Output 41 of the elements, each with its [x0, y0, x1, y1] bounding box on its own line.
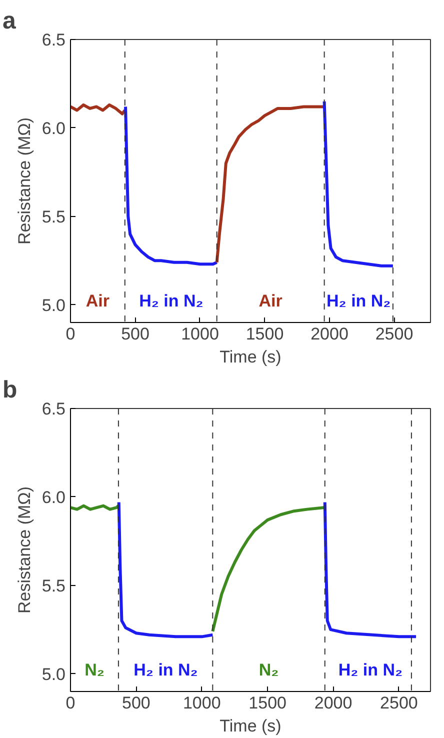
x-tick-label: 2000: [310, 324, 348, 344]
line-series: [70, 103, 126, 116]
chart-title: a: [2, 8, 16, 34]
x-tick-label: 1500: [248, 694, 286, 712]
y-tick-label: 5.5: [42, 576, 66, 596]
x-tick-label: 2000: [314, 694, 352, 712]
y-tick-label: 6.0: [42, 488, 66, 507]
y-tick-label: 5.0: [42, 296, 66, 315]
x-tick-label: 500: [121, 324, 150, 344]
x-tick-label: 500: [122, 694, 150, 712]
y-tick-label: 6.0: [42, 118, 66, 138]
x-axis-title: Time (s): [220, 348, 282, 366]
y-tick-label: 6.5: [42, 30, 66, 50]
annotation: N₂: [258, 660, 279, 680]
y-axis-title: Resistance (MΩ): [14, 486, 34, 614]
x-tick-label: 0: [66, 324, 76, 344]
line-series: [124, 105, 218, 266]
annotation: H₂ in N₂: [338, 660, 403, 680]
line-series: [323, 500, 418, 638]
x-tick-label: 0: [66, 694, 76, 712]
line-series: [215, 105, 326, 264]
line-series: [117, 500, 214, 638]
x-axis-title: Time (s): [220, 716, 282, 736]
y-tick-label: 5.0: [42, 664, 66, 684]
annotation: H₂ in N₂: [326, 292, 391, 310]
y-tick-label: 5.5: [42, 207, 66, 226]
annotation: N₂: [84, 660, 104, 680]
annotation: Air: [258, 292, 283, 310]
annotation: H₂ in N₂: [134, 660, 198, 680]
x-tick-label: 2500: [380, 694, 418, 712]
chart-title: b: [2, 376, 18, 404]
x-tick-label: 2500: [375, 324, 414, 344]
line-series: [322, 100, 394, 268]
annotation: H₂ in N₂: [139, 292, 204, 310]
x-tick-label: 1000: [181, 324, 219, 344]
y-axis-title: Resistance (MΩ): [14, 117, 34, 245]
x-tick-label: 1500: [246, 324, 284, 344]
x-tick-label: 1000: [182, 694, 221, 712]
line-series: [211, 506, 326, 633]
y-tick-label: 6.5: [42, 400, 66, 418]
annotation: Air: [86, 292, 110, 310]
